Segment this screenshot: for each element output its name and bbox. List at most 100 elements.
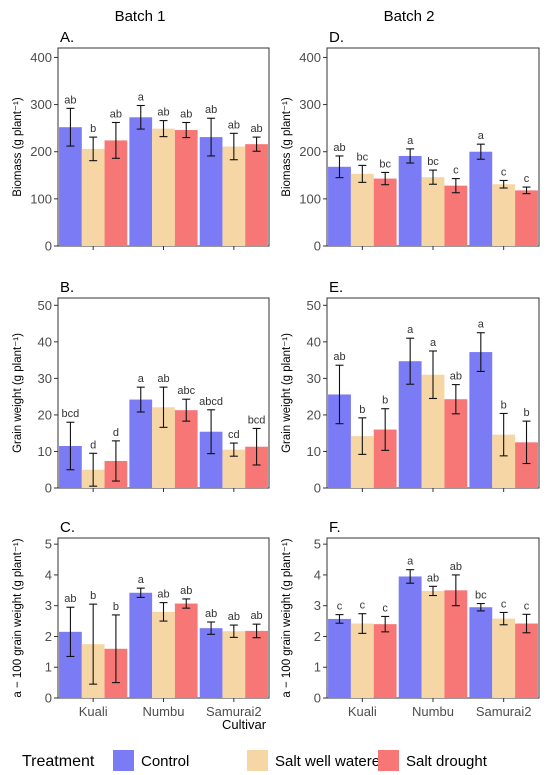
x-tick-label: Kuali [348, 704, 377, 719]
significance-letter: c [453, 165, 459, 177]
y-axis-title: Grain weight (g plant⁻¹) [12, 333, 24, 453]
significance-letter: ab [205, 104, 217, 116]
bar-samurai2-1 [199, 431, 223, 488]
significance-letter: ab [157, 107, 169, 119]
significance-letter: bc [357, 151, 369, 163]
significance-letter: bcd [62, 408, 80, 420]
bar-kuali-1 [328, 618, 351, 698]
significance-letter: cd [228, 429, 240, 441]
y-tick-label: 300 [299, 97, 321, 112]
significance-letter: c [501, 166, 507, 178]
bar-samurai2-2 [492, 618, 516, 698]
significance-letter: c [360, 600, 366, 612]
legend-label-3: Salt drought [406, 753, 488, 770]
bar-kuali-1 [59, 127, 82, 246]
y-axis-title: Biomass (g plant⁻¹) [281, 97, 293, 197]
y-tick-label: 20 [307, 407, 321, 422]
bar-samurai2-3 [245, 446, 268, 488]
y-tick-label: 30 [38, 371, 52, 386]
significance-letter: b [90, 123, 96, 135]
significance-letter: ab [64, 593, 76, 605]
y-tick-label: 1 [45, 660, 52, 675]
significance-letter: c [501, 598, 507, 610]
significance-letter: ab [228, 119, 240, 131]
bar-kuali-1 [328, 394, 351, 488]
bar-samurai2-2 [492, 434, 516, 488]
x-tick-label: Samurai2 [206, 704, 262, 719]
y-tick-label: 400 [299, 50, 321, 65]
y-axis-title: a − 100 grain weight (g plant⁻¹) [281, 538, 293, 697]
y-tick-label: 5 [45, 537, 52, 552]
significance-letter: c [524, 600, 530, 612]
panel-b: B. 0 10 20 30 40 50 Grain weight (g plant⁻¹) bcd… [12, 279, 270, 496]
bar-samurai2-1 [199, 137, 223, 246]
x-tick-label: Samurai2 [476, 704, 532, 719]
significance-letter: bc [475, 590, 487, 602]
bar-kuali-2 [350, 436, 374, 488]
significance-letter: b [113, 601, 119, 613]
bar-numbu-3 [444, 399, 468, 488]
significance-letter: a [430, 337, 437, 349]
y-tick-label: 10 [307, 444, 321, 459]
bar-samurai2-1 [469, 607, 493, 698]
bar-samurai2-3 [515, 442, 538, 488]
significance-letter: ab [205, 608, 217, 620]
significance-letter: b [382, 395, 388, 407]
y-tick-label: 1 [314, 660, 321, 675]
significance-letter: ab [427, 572, 439, 584]
bar-samurai2-2 [492, 184, 516, 246]
bar-numbu-3 [174, 603, 198, 698]
y-tick-label: 40 [38, 334, 52, 349]
panel-label: E. [329, 279, 343, 296]
bar-samurai2-3 [245, 144, 268, 246]
bar-samurai2-3 [515, 190, 538, 246]
bar-numbu-3 [444, 590, 468, 698]
legend-label-2: Salt well watered [275, 753, 388, 770]
significance-letter: abc [177, 385, 195, 397]
bar-kuali-3 [104, 140, 128, 246]
x-tick-label: Numbu [412, 704, 454, 719]
bar-numbu-1 [129, 117, 153, 246]
bar-numbu-2 [152, 611, 175, 698]
significance-letter: bcd [248, 414, 266, 426]
y-tick-label: 50 [38, 298, 52, 313]
significance-letter: d [113, 427, 119, 439]
y-tick-label: 30 [307, 371, 321, 386]
significance-letter: c [524, 173, 530, 185]
bar-samurai2-3 [245, 630, 268, 698]
column-title-batch-1: Batch 1 [115, 8, 166, 25]
bar-samurai2-2 [222, 631, 246, 698]
bar-numbu-2 [152, 128, 175, 246]
significance-letter: c [382, 602, 388, 614]
significance-letter: ab [450, 561, 462, 573]
significance-letter: b [501, 399, 507, 411]
significance-letter: a [478, 130, 485, 142]
significance-letter: a [407, 135, 414, 147]
y-tick-label: 2 [314, 629, 321, 644]
bar-kuali-2 [350, 173, 374, 246]
significance-letter: ab [228, 611, 240, 623]
significance-letter: ab [110, 108, 122, 120]
significance-letter: ab [180, 108, 192, 120]
bar-kuali-3 [373, 624, 397, 698]
significance-letter: ab [64, 94, 76, 106]
significance-letter: a [407, 324, 414, 336]
y-tick-label: 5 [314, 537, 321, 552]
y-tick-label: 100 [30, 191, 52, 206]
significance-letter: bc [427, 156, 439, 168]
legend: Treatment Control Salt well watered Salt d… [22, 750, 488, 771]
legend-key-3 [378, 750, 399, 771]
bar-numbu-1 [398, 361, 422, 488]
y-axis-title: a − 100 grain weight (g plant⁻¹) [12, 538, 24, 697]
significance-letter: ab [450, 371, 462, 383]
significance-letter: a [138, 574, 145, 586]
y-tick-label: 2 [45, 629, 52, 644]
bar-numbu-1 [129, 399, 153, 488]
panel-label: D. [329, 29, 344, 46]
bar-kuali-3 [373, 178, 397, 246]
